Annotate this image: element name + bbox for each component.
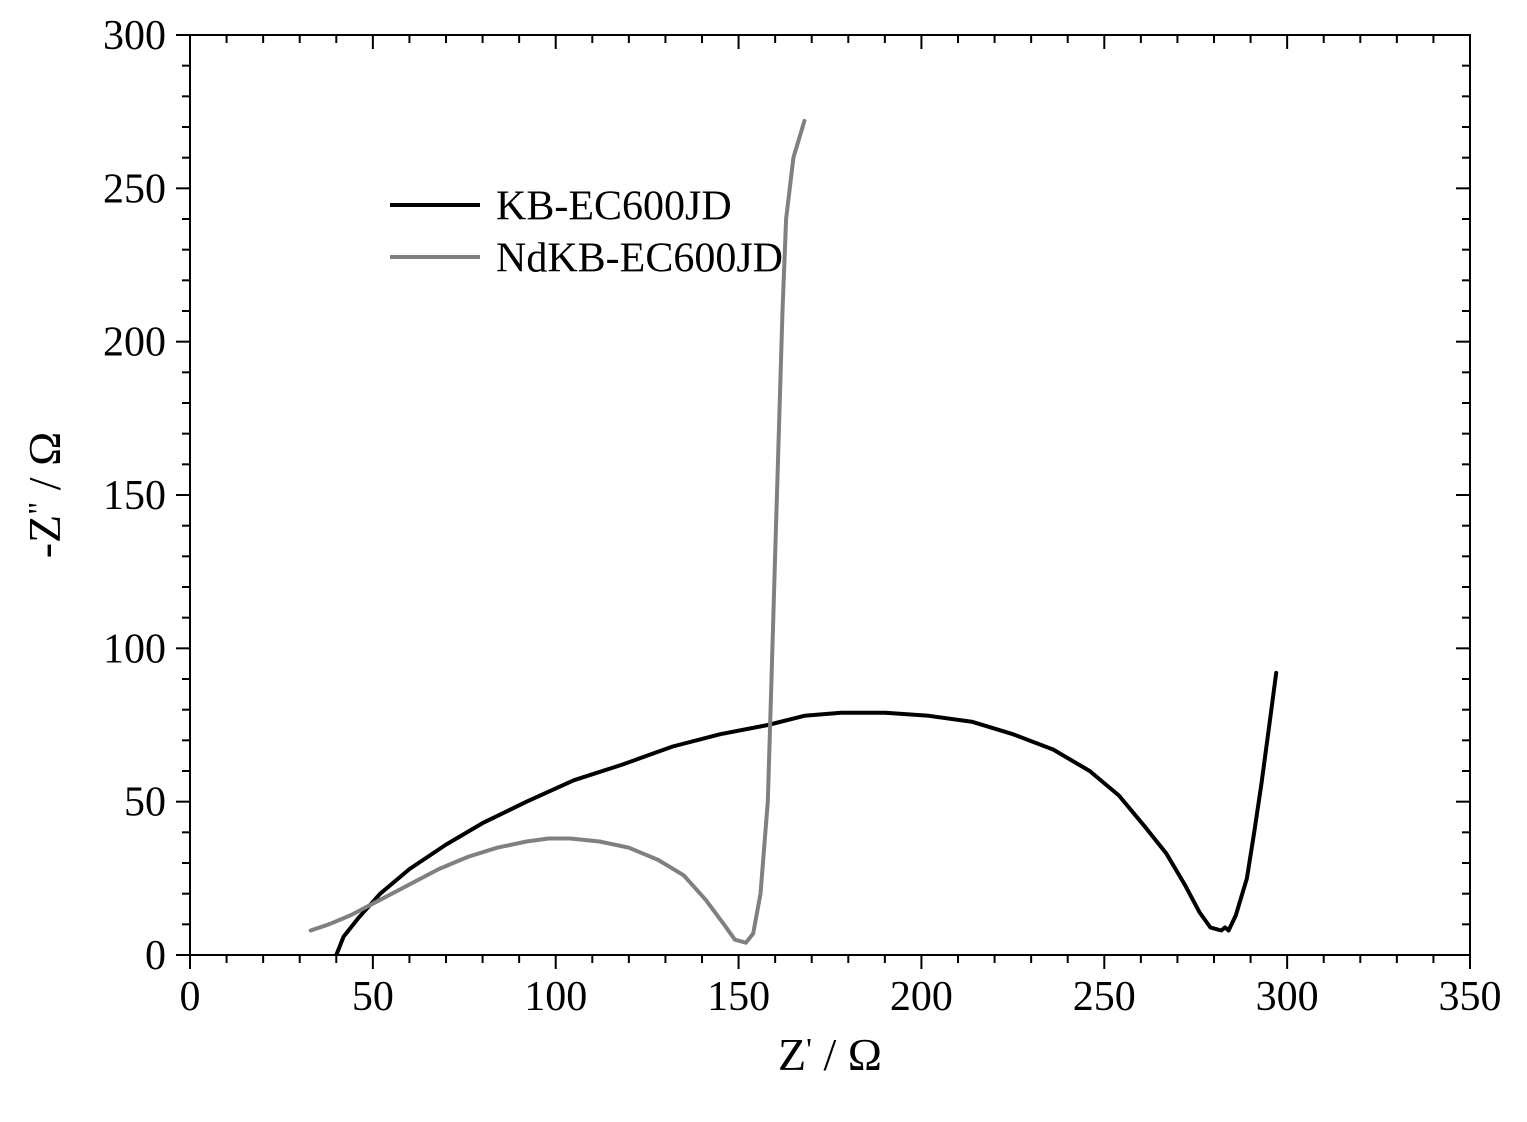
x-tick-label: 150: [707, 974, 770, 1020]
legend-label: NdKB-EC600JD: [496, 236, 783, 282]
x-tick-label: 350: [1439, 974, 1502, 1020]
series-KB-EC600JD: [336, 673, 1276, 955]
x-tick-label: 200: [890, 974, 953, 1020]
y-tick-label: 300: [103, 13, 166, 59]
x-tick-label: 250: [1073, 974, 1136, 1020]
y-tick-label: 0: [145, 933, 166, 979]
plot-frame: [190, 35, 1470, 955]
nyquist-chart: 0 50 100 150 200 250 300 350 0 50 100 150 200 250 300 Z…: [0, 0, 1527, 1122]
x-tick-label: 0: [180, 974, 201, 1020]
chart-svg: 0 50 100 150 200 250 300 350 0 50 100 150 200 250 300 Z…: [0, 0, 1527, 1122]
x-axis-label: Z' / Ω: [778, 1029, 882, 1080]
legend-label: KB-EC600JD: [496, 184, 732, 230]
y-tick-label: 150: [103, 473, 166, 519]
y-tick-label: 100: [103, 626, 166, 672]
x-tick-label: 100: [524, 974, 587, 1020]
y-axis-label: -Z" / Ω: [19, 432, 70, 559]
y-tick-label: 250: [103, 166, 166, 212]
x-tick-label: 300: [1256, 974, 1319, 1020]
y-tick-label: 50: [124, 780, 166, 826]
y-tick-label: 200: [103, 320, 166, 366]
x-tick-label: 50: [352, 974, 394, 1020]
